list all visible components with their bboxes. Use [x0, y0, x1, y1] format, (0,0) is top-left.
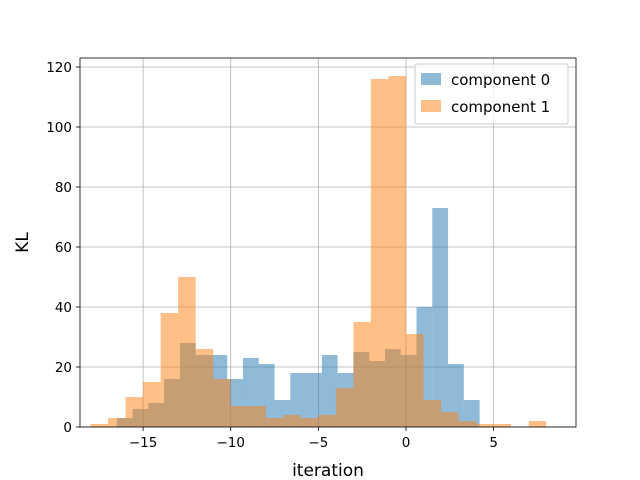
- bar-component-1-bin-23: [493, 424, 512, 427]
- bar-component-0-bin-13: [321, 355, 338, 427]
- y-tick-label-3: 60: [55, 240, 72, 256]
- bar-component-0-bin-12: [306, 373, 322, 427]
- bar-component-1-bin-8: [230, 406, 249, 427]
- bar-component-1-bin-4: [160, 313, 179, 427]
- bar-component-1-bin-12: [300, 418, 319, 427]
- bar-component-1-bin-10: [265, 418, 284, 427]
- bar-component-1-bin-25: [528, 421, 547, 427]
- y-tick-label-6: 120: [46, 60, 72, 76]
- bar-component-1-bin-5: [178, 277, 196, 427]
- y-tick-label-4: 80: [55, 180, 72, 196]
- bar-component-1-bin-6: [195, 349, 214, 427]
- legend-label-component-0: component 0: [451, 71, 550, 89]
- x-tick-label-3: 0: [402, 435, 411, 451]
- x-tick-label-1: −10: [216, 435, 245, 451]
- legend: component 0 component 1: [414, 63, 569, 125]
- bar-component-1-bin-1: [108, 418, 126, 427]
- x-axis-label: iteration: [292, 461, 364, 480]
- x-tick-label-4: 5: [489, 435, 498, 451]
- plot-area-frame: [79, 57, 577, 428]
- y-axis-label: KL: [13, 232, 33, 253]
- histogram-bars: [90, 76, 547, 427]
- legend-label-component-1: component 1: [451, 98, 550, 116]
- bar-component-0-bin-20: [432, 208, 449, 427]
- bar-component-0-bin-11: [290, 373, 307, 427]
- bar-component-1-bin-2: [125, 397, 144, 427]
- y-tick-label-0: 0: [63, 420, 72, 436]
- bar-component-1-bin-0: [90, 424, 109, 427]
- bar-component-1-bin-16: [370, 79, 389, 427]
- y-tick-label-5: 100: [46, 120, 72, 136]
- bar-component-1-bin-18: [405, 334, 424, 427]
- bar-component-1-bin-20: [441, 412, 459, 427]
- legend-swatch-component-1: [421, 100, 441, 112]
- axis-ticks: −15 −10 −5 0 5 0 20 40 60 80 100 120: [46, 60, 498, 451]
- bar-component-1-bin-7: [213, 379, 231, 427]
- x-tick-label-0: −15: [129, 435, 158, 451]
- legend-box: [414, 63, 569, 125]
- y-tick-label-2: 40: [55, 300, 72, 316]
- bar-component-1-bin-11: [283, 415, 301, 427]
- bar-component-1-bin-19: [423, 400, 442, 427]
- bar-component-0-bin-21: [448, 364, 464, 427]
- legend-swatch-component-0: [421, 73, 441, 85]
- x-tick-label-2: −5: [308, 435, 328, 451]
- bar-component-1-bin-3: [143, 382, 161, 427]
- bar-component-1-bin-21: [458, 421, 477, 427]
- bar-component-1-bin-17: [388, 76, 406, 427]
- y-tick-label-1: 20: [55, 360, 72, 376]
- bar-component-1-bin-9: [248, 406, 266, 427]
- bar-component-1-bin-13: [318, 415, 336, 427]
- bar-component-1-bin-15: [353, 322, 371, 427]
- bar-component-1-bin-22: [476, 424, 494, 427]
- bar-component-1-bin-14: [335, 388, 354, 427]
- bar-component-0-bin-22: [463, 400, 480, 427]
